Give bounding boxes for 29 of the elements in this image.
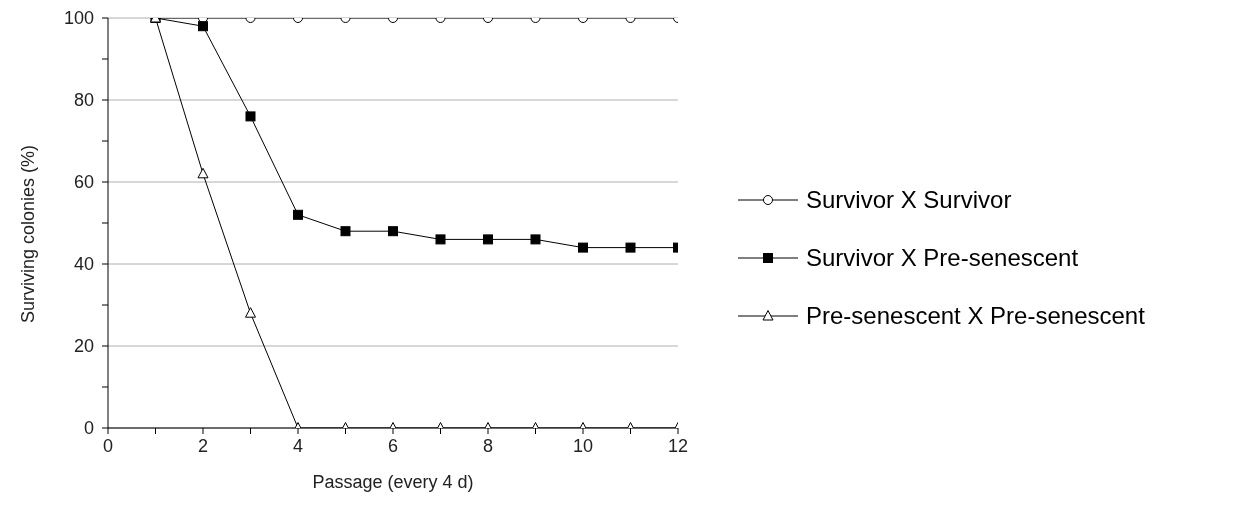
x-tick-label: 0 (102, 436, 114, 456)
x-tick-label: 2 (197, 436, 209, 456)
point (435, 234, 446, 245)
x-tick-label: 8 (482, 436, 494, 456)
legend-label: Pre-senescent X Pre-senescent (806, 302, 1145, 330)
y-tick-label: 60 (73, 172, 94, 192)
y-tick-label: 40 (73, 254, 94, 274)
x-tick-label: 12 (667, 436, 689, 456)
point (245, 307, 256, 318)
point (483, 234, 493, 245)
x-tick-label: 4 (292, 436, 304, 456)
point (530, 234, 541, 245)
x-axis-title: Passage (every 4 d) (312, 472, 474, 492)
point (293, 209, 303, 220)
x-tick-label: 6 (387, 436, 399, 456)
point (245, 111, 256, 122)
y-axis-title: Surviving colonies (%) (18, 144, 39, 323)
point (340, 226, 351, 237)
point (625, 242, 636, 253)
point (197, 167, 209, 179)
legend-label: Survivor X Survivor (806, 186, 1012, 214)
x-tick-label: 10 (572, 436, 594, 456)
y-tick-label: 0 (83, 418, 94, 438)
point (388, 226, 398, 237)
legend-label: Survivor X Pre-senescent (806, 244, 1079, 272)
y-tick-label: 100 (63, 8, 94, 28)
point (578, 242, 588, 253)
y-tick-label: 80 (73, 90, 94, 110)
y-tick-label: 20 (73, 336, 94, 356)
